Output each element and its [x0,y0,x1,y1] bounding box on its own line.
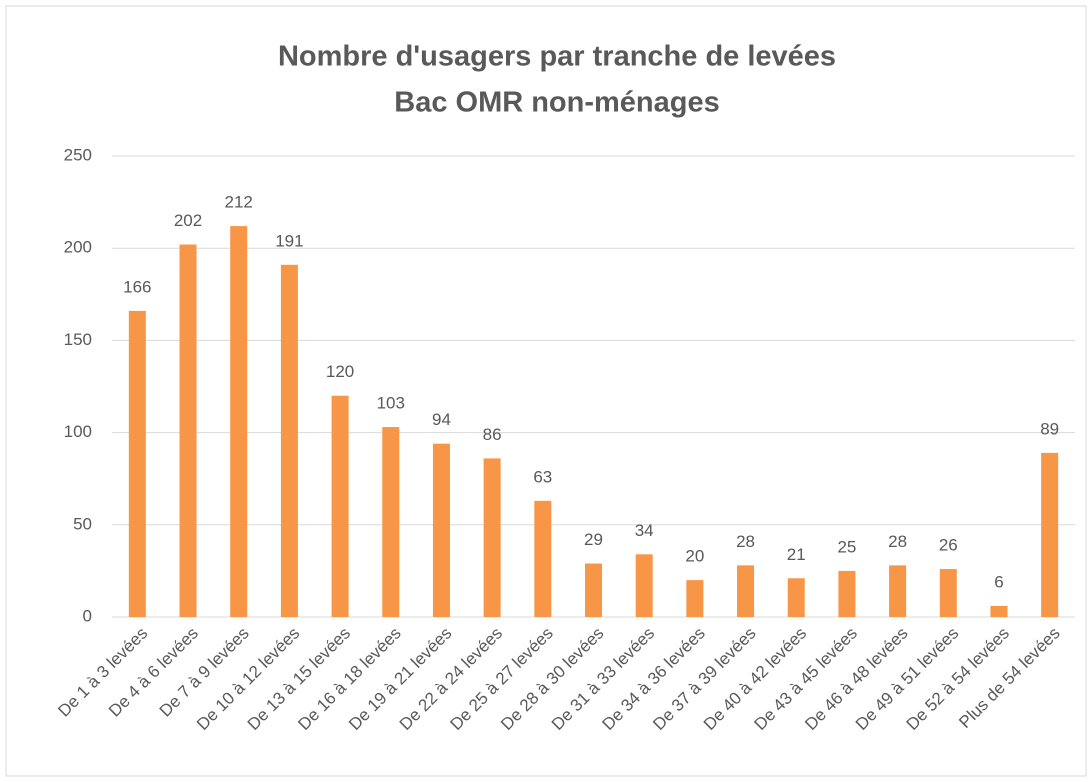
bar [990,605,1008,617]
data-label: 34 [635,521,654,540]
data-label: 28 [736,532,755,551]
y-tick-label: 100 [64,422,92,441]
data-label: 21 [787,545,806,564]
data-label: 89 [1040,419,1059,438]
bar [331,395,349,617]
data-label: 212 [225,193,253,212]
data-label: 120 [326,362,354,381]
bar [432,443,450,617]
data-label: 25 [837,537,856,556]
bar [382,427,400,617]
y-tick-label: 200 [64,238,92,257]
data-label: 94 [432,410,451,429]
bar [1041,452,1059,617]
y-tick-label: 150 [64,330,92,349]
data-label: 191 [275,231,303,250]
bar [787,578,805,617]
bar [838,570,856,617]
bar [889,565,907,617]
data-label: 20 [685,547,704,566]
data-label: 63 [533,467,552,486]
bar [179,244,197,617]
data-label: 202 [174,211,202,230]
bar [939,569,957,617]
bar [686,580,704,617]
data-label: 166 [123,277,151,296]
chart-title: Nombre d'usagers par tranche de levées [278,41,836,73]
bar [635,554,653,617]
bar [737,565,755,617]
y-tick-label: 250 [64,145,92,164]
data-label: 103 [377,394,405,413]
data-label: 26 [939,536,958,555]
bar [585,563,602,617]
data-label: 29 [584,530,603,549]
chart-subtitle: Bac OMR non-ménages [394,87,720,119]
y-tick-label: 0 [83,606,92,625]
data-label: 86 [483,425,502,444]
bar [483,458,501,617]
bar [230,226,248,617]
bar [280,264,298,617]
data-label: 6 [994,572,1003,591]
bar [128,310,146,617]
y-tick-label: 50 [73,514,92,533]
data-label: 28 [888,532,907,551]
bar [534,500,552,617]
